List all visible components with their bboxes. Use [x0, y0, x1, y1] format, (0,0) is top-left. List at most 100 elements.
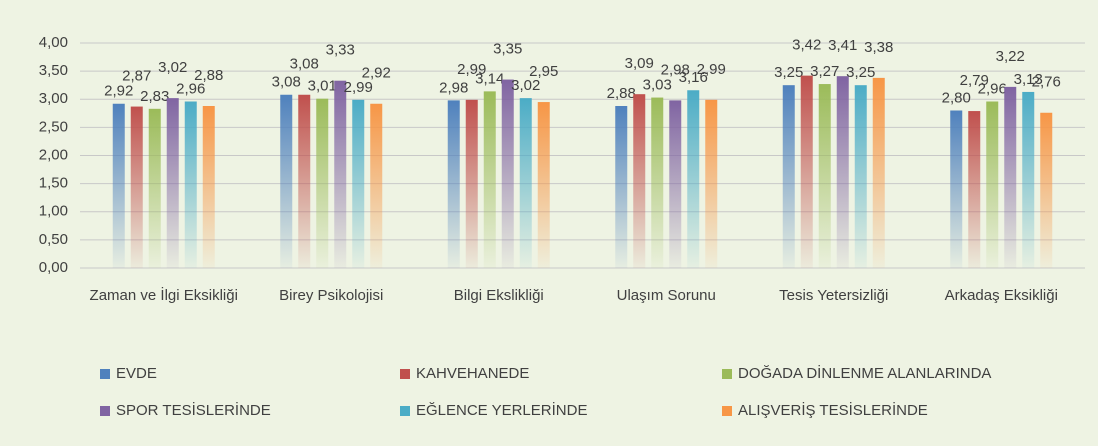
bar — [705, 99, 718, 268]
legend-swatch — [400, 368, 410, 379]
x-tick-label: Bilgi Ekslikliği — [453, 287, 544, 304]
y-tick-label: 3,50 — [39, 62, 68, 79]
legend-label: SPOR TESİSLERİNDE — [116, 402, 271, 419]
legend-swatch — [100, 405, 110, 416]
bar — [800, 75, 813, 268]
data-label: 3,14 — [475, 70, 504, 87]
data-label: 3,25 — [774, 64, 803, 81]
data-label: 3,42 — [792, 37, 821, 54]
legend-swatch — [100, 368, 110, 379]
bar — [370, 103, 383, 268]
bar — [148, 108, 161, 268]
bar — [352, 99, 365, 268]
data-label: 2,98 — [661, 61, 690, 78]
bar — [1022, 91, 1035, 268]
legend-swatch — [722, 368, 732, 379]
data-label: 2,79 — [960, 72, 989, 89]
legend-item: DOĞADA DİNLENME ALANLARINDA — [722, 365, 991, 382]
bar — [298, 94, 311, 268]
y-tick-label: 1,50 — [39, 175, 68, 192]
y-tick-label: 0,50 — [39, 231, 68, 248]
legend-label: ALIŞVERİŞ TESİSLERİNDE — [738, 402, 928, 419]
data-label: 2,99 — [457, 61, 486, 78]
bar — [1004, 86, 1017, 268]
bar — [633, 94, 646, 268]
data-label: 3,13 — [1014, 71, 1043, 88]
data-label: 3,33 — [326, 42, 355, 59]
bar — [968, 111, 981, 268]
data-label: 3,41 — [828, 37, 857, 54]
data-label: 3,27 — [810, 63, 839, 80]
legend-item: KAHVEHANEDE — [400, 365, 529, 382]
bar — [615, 106, 628, 268]
data-label: 2,95 — [529, 63, 558, 80]
x-tick-label: Ulaşım Sorunu — [616, 287, 716, 304]
y-tick-label: 1,00 — [39, 203, 68, 220]
legend-label: KAHVEHANEDE — [416, 365, 530, 382]
legend-label: EVDE — [116, 365, 157, 382]
data-label: 2,99 — [344, 79, 373, 96]
data-label: 2,76 — [1032, 74, 1061, 91]
bar — [166, 98, 179, 268]
data-label: 2,96 — [978, 80, 1007, 97]
bar — [483, 91, 496, 268]
data-label: 3,25 — [846, 64, 875, 81]
x-tick-label: Zaman ve İlgi Eksikliği — [89, 287, 238, 304]
data-label: 2,92 — [104, 83, 133, 100]
legend-item: EVDE — [100, 365, 157, 382]
data-label: 2,96 — [176, 80, 205, 97]
bar — [202, 106, 215, 268]
bar — [112, 103, 125, 268]
bar — [1040, 112, 1053, 268]
bar — [669, 100, 682, 268]
bar — [950, 110, 963, 268]
data-label: 2,83 — [140, 88, 169, 105]
bar — [334, 80, 347, 268]
data-label: 2,80 — [942, 89, 971, 106]
bar — [184, 101, 197, 268]
legend-item: SPOR TESİSLERİNDE — [100, 402, 271, 419]
bar — [782, 85, 795, 268]
y-tick-label: 2,00 — [39, 146, 68, 163]
legend-swatch — [400, 405, 410, 416]
bar — [854, 85, 867, 268]
legend-item: ALIŞVERİŞ TESİSLERİNDE — [722, 402, 928, 419]
bar — [986, 101, 999, 268]
data-label: 2,98 — [439, 79, 468, 96]
y-tick-label: 4,00 — [39, 34, 68, 51]
legend-label: DOĞADA DİNLENME ALANLARINDA — [738, 365, 992, 382]
x-tick-label: Tesis Yetersizliği — [779, 287, 889, 304]
legend-item: EĞLENCE YERLERİNDE — [400, 402, 587, 419]
data-label: 3,22 — [996, 48, 1025, 65]
data-label: 3,03 — [643, 77, 672, 94]
bar — [465, 99, 478, 268]
data-label: 2,87 — [122, 68, 151, 85]
data-label: 2,88 — [194, 67, 223, 84]
bar — [537, 102, 550, 268]
data-label: 3,01 — [308, 78, 337, 95]
bar — [501, 79, 514, 268]
data-label: 3,09 — [625, 55, 654, 72]
bar — [872, 77, 885, 268]
data-label: 2,88 — [607, 85, 636, 102]
legend-label: EĞLENCE YERLERİNDE — [416, 402, 588, 419]
bar — [447, 100, 460, 268]
bar — [818, 84, 831, 268]
legend-swatch — [722, 405, 732, 416]
x-tick-label: Birey Psikolojisi — [279, 287, 384, 304]
data-label: 2,92 — [362, 65, 391, 82]
data-label: 2,99 — [697, 61, 726, 78]
data-label: 3,08 — [272, 74, 301, 91]
data-label: 3,02 — [511, 77, 540, 94]
x-tick-label: Arkadaş Eksikliği — [944, 287, 1058, 304]
bar — [836, 76, 849, 268]
y-tick-label: 3,00 — [39, 90, 68, 107]
bar — [651, 97, 664, 268]
bar — [519, 98, 532, 268]
data-label: 3,35 — [493, 41, 522, 58]
bar — [316, 98, 329, 268]
bar — [280, 94, 293, 268]
bar — [130, 106, 143, 268]
